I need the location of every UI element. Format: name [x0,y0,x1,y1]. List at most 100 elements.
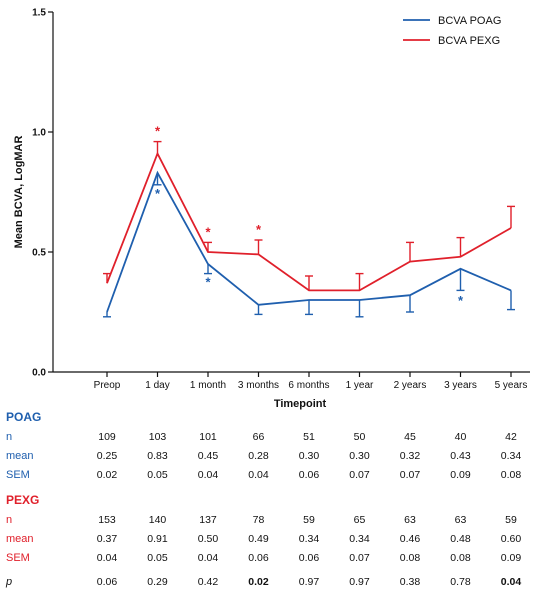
table-group-title: POAG [6,410,42,424]
table-cell: 103 [148,431,167,443]
x-tick-label: 1 day [145,380,169,391]
table-cell: 0.06 [96,576,118,588]
y-axis-title: Mean BCVA, LogMAR [13,136,25,249]
table-row-label: p [6,576,13,588]
table-cell: 0.06 [298,469,320,481]
x-tick-label: Preop [94,380,121,391]
table-row: mean 0.37 0.91 0.50 0.49 0.34 0.34 0.46 0.48 0.60 [0,533,550,551]
significance-star: * [205,275,211,290]
table-cell: 0.07 [349,552,370,564]
table-cell: 45 [404,431,416,443]
x-tick-label: 3 months [238,380,279,391]
x-tick-label: 5 years [495,380,528,391]
table-cell: 51 [303,431,315,443]
table-cell: 0.49 [248,533,269,545]
table-cell: 0.97 [298,576,320,588]
table-cell: 0.60 [500,533,522,545]
table-cell: 0.02 [96,469,118,481]
table-cell: 0.09 [450,469,471,481]
table-cell: 0.34 [349,533,370,545]
table-cell: 0.05 [147,552,168,564]
table-row: n 153 140 137 78 59 65 63 63 59 [0,514,550,532]
legend-label: BCVA PEXG [438,35,500,47]
table-row: SEM 0.04 0.05 0.04 0.06 0.06 0.07 0.08 0.08 0.09 [0,552,550,570]
series-line-pexg [106,151,512,292]
table-cell: 0.06 [248,552,269,564]
x-tick-label: 6 months [288,380,329,391]
x-tick-label: 2 years [394,380,427,391]
table-cell: 0.46 [399,533,421,545]
table-cell: 0.08 [500,469,522,481]
table-row-label: mean [6,450,34,462]
table-cell: 109 [98,431,116,443]
table-cell: 137 [199,514,217,526]
table-cell: 0.04 [96,552,118,564]
table-row: mean 0.25 0.83 0.45 0.28 0.30 0.30 0.32 0.43 0.34 [0,450,550,468]
legend-label: BCVA POAG [438,15,501,27]
table-cell: 0.30 [298,450,320,462]
table-cell: 0.28 [248,450,269,462]
table-row-label: SEM [6,552,30,564]
table-cell: 0.05 [147,469,168,481]
x-axis-title: Timepoint [274,398,327,410]
table-cell: 63 [404,514,416,526]
table-cell: 0.91 [147,533,168,545]
table-cell: 63 [454,514,467,526]
table-cell: 0.08 [399,552,421,564]
table-cell: 0.06 [298,552,320,564]
table-cell: 50 [353,431,366,443]
significance-star: * [205,224,211,239]
table-cell: 0.04 [248,469,269,481]
table-cell: 0.97 [349,576,370,588]
table-cell: 0.78 [450,576,471,588]
table-cell: 140 [148,514,167,526]
line-chart: 0.0 0.5 1.0 1.5 Preop 1 day 1 month 3 months 6 m… [13,8,530,410]
table-cell: 0.04 [197,469,219,481]
table-cell: 0.50 [197,533,219,545]
table-cell: 153 [98,514,116,526]
table-cell: 0.34 [500,450,522,462]
table-cell: 78 [252,514,265,526]
table-cell: 0.34 [298,533,320,545]
significance-star: * [155,124,161,139]
table-cell: 0.08 [450,552,471,564]
table-cell: 0.43 [450,450,471,462]
table-cell: 40 [454,431,467,443]
y-tick-label: 1.0 [32,128,46,139]
table-cell: 0.38 [399,576,421,588]
table-cell: 0.04 [197,552,219,564]
significance-star: * [256,222,262,237]
table-cell: 59 [505,514,517,526]
table-cell: 65 [353,514,366,526]
x-tick-label: 1 month [190,380,226,391]
table-cell: 0.09 [500,552,522,564]
y-tick-label: 0.0 [32,368,46,379]
x-tick-label: 1 year [346,380,374,391]
table-cell: 0.37 [96,533,118,545]
table-cell: 0.32 [399,450,421,462]
x-tick-label: 3 years [444,380,477,391]
table-cell: 66 [252,431,265,443]
table-cell: 0.02 [248,576,269,588]
table-row: n 109 103 101 66 51 50 45 40 42 [0,431,550,449]
table-cell: 0.83 [147,450,168,462]
table-group-title: PEXG [6,493,40,507]
table-cell: 0.25 [96,450,118,462]
table-row: SEM 0.02 0.05 0.04 0.04 0.06 0.07 0.07 0.09 0.08 [0,469,550,487]
table-cell: 0.42 [197,576,219,588]
table-row-label: mean [6,533,34,545]
table-cell: 0.29 [147,576,168,588]
table-row-p-value: p 0.06 0.29 0.42 0.02 0.97 0.97 0.38 0.78 0.04 [0,576,550,594]
table-cell: 0.30 [349,450,370,462]
significance-star: * [458,293,464,308]
table-row-label: n [6,514,13,526]
table-cell: 0.45 [197,450,219,462]
y-tick-label: 0.5 [32,248,46,259]
table-cell: 42 [505,431,517,443]
table-cell: 0.04 [500,576,522,588]
table-cell: 101 [199,431,217,443]
table-cell: 0.07 [349,469,370,481]
table-cell: 0.48 [450,533,471,545]
y-tick-label: 1.5 [32,8,46,19]
significance-star: * [155,186,161,201]
